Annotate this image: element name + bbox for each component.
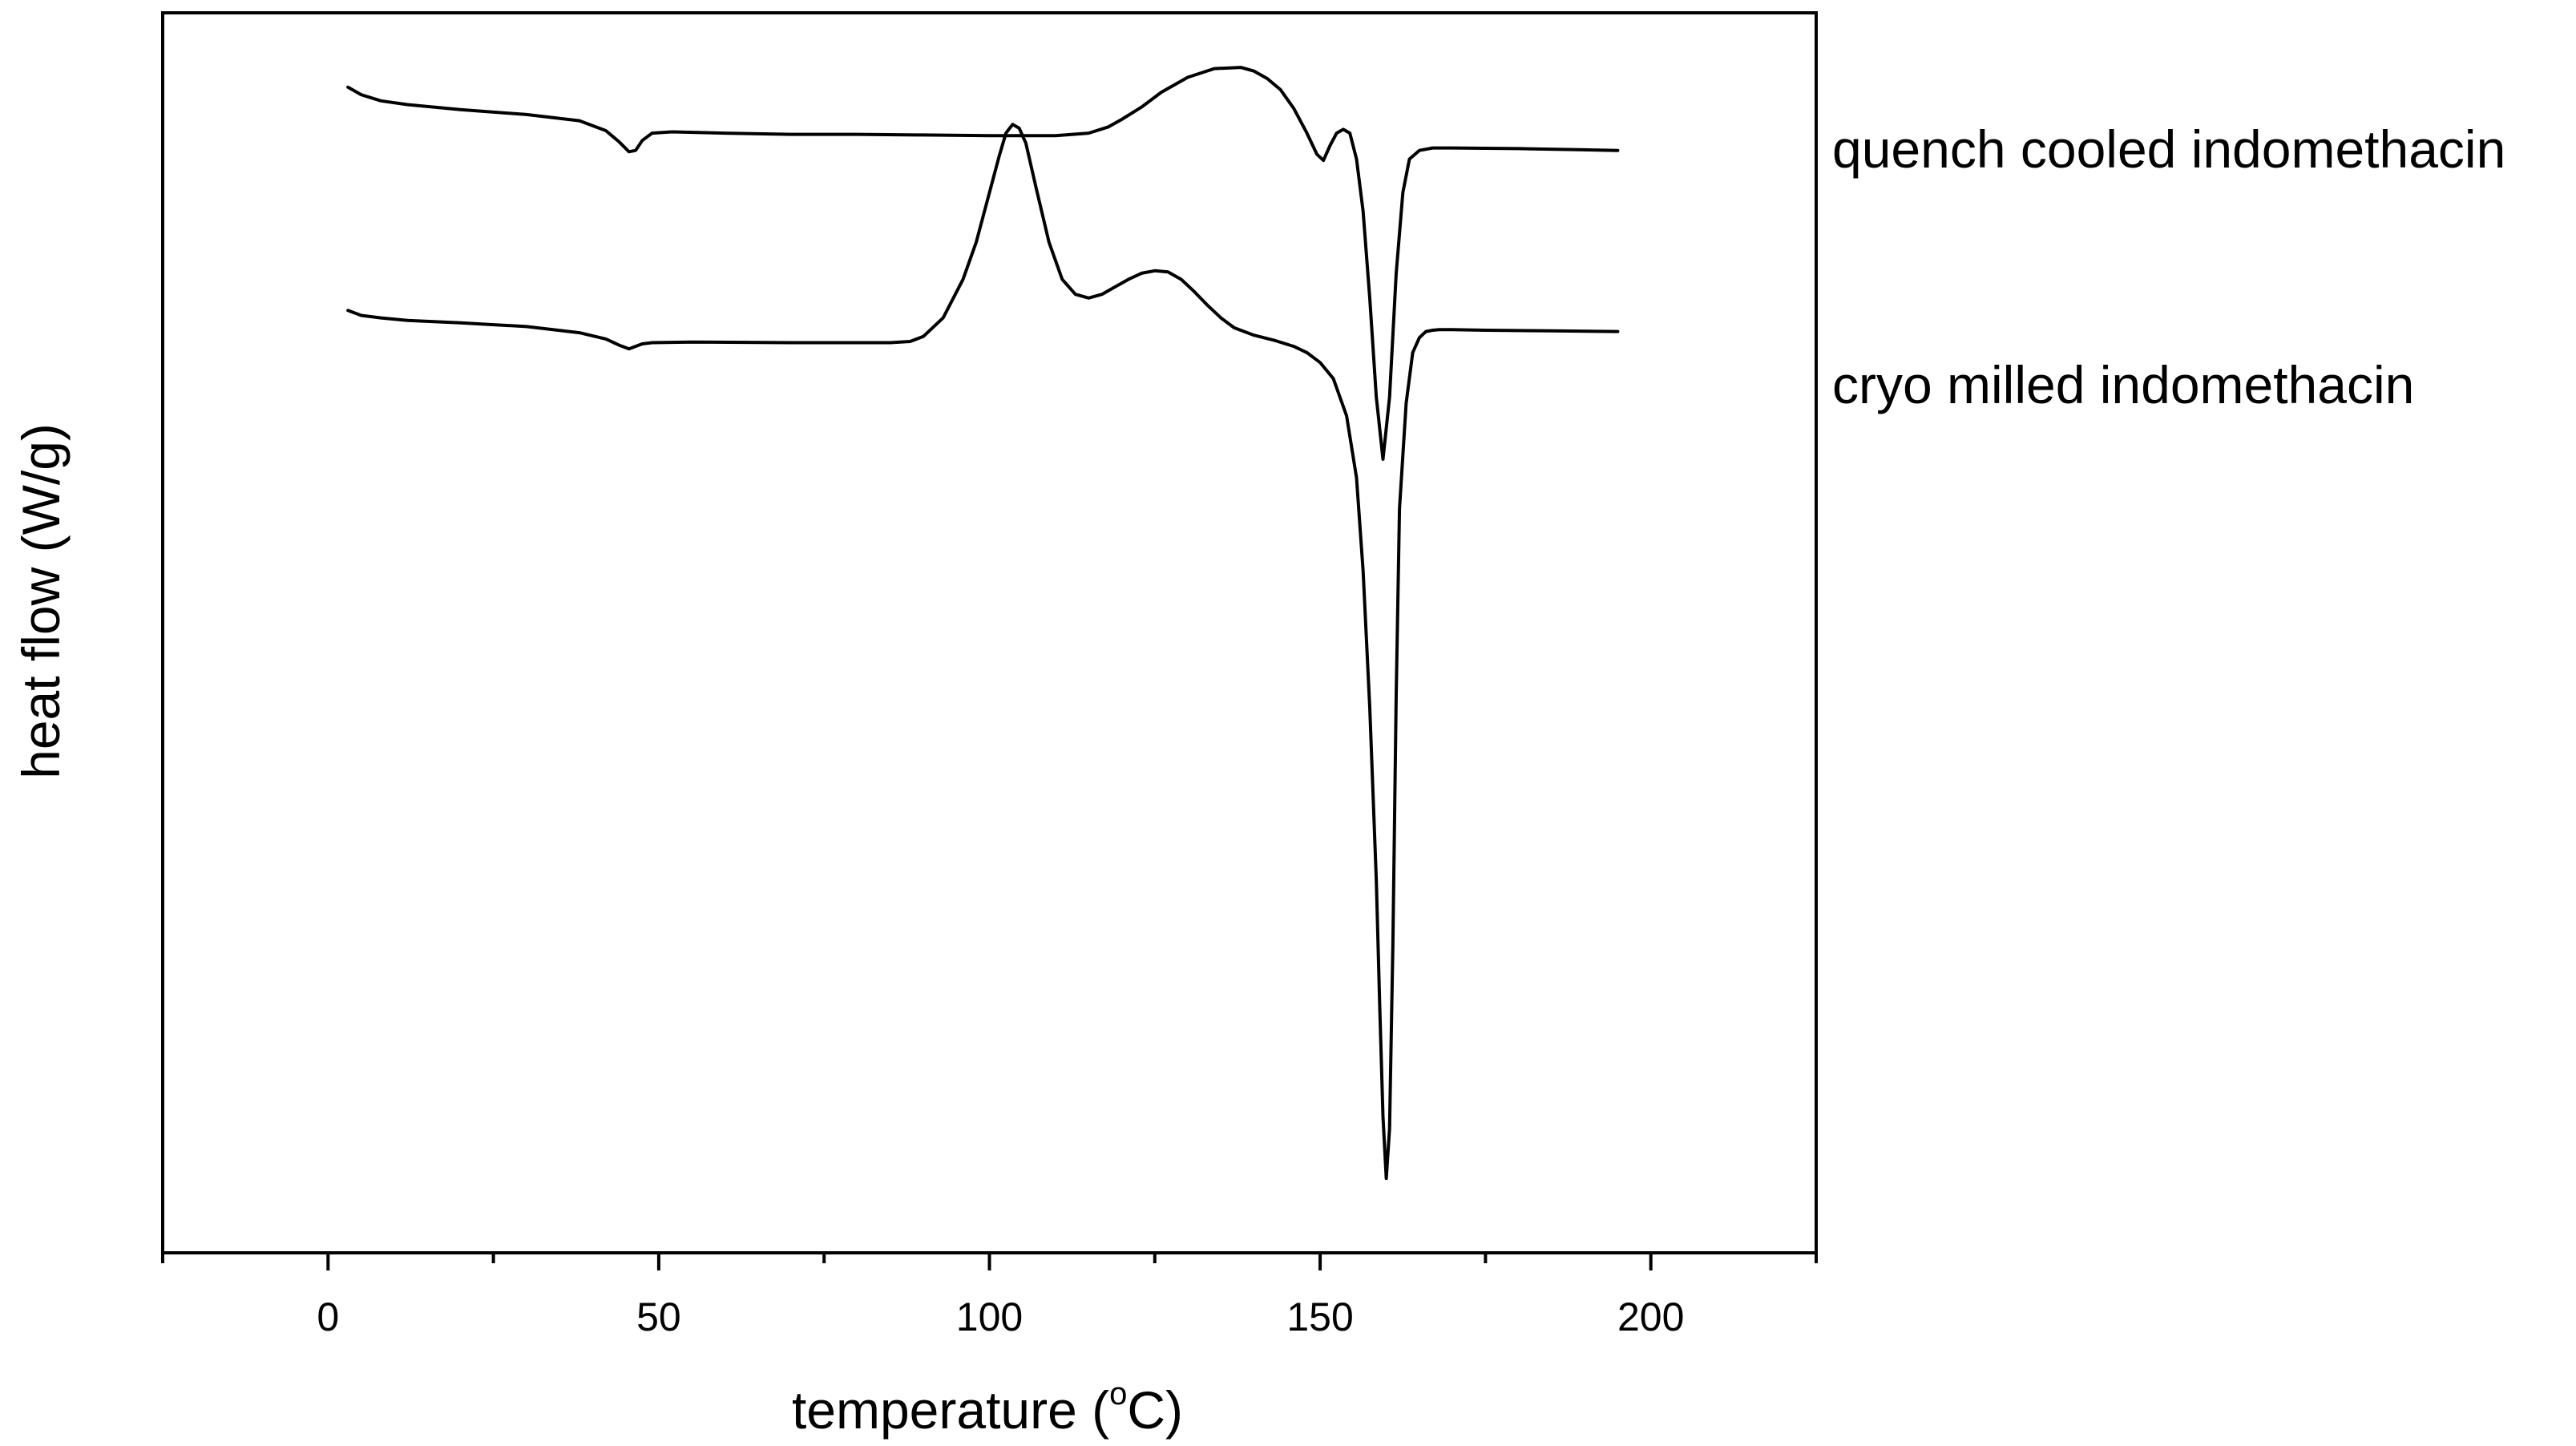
x-axis-label-unit: C) [1127, 1380, 1183, 1440]
x-tick-label-200: 200 [1617, 1295, 1684, 1339]
x-axis-ticks [161, 1253, 1818, 1270]
x-tick-label-50: 50 [636, 1295, 681, 1339]
x-tick-label-150: 150 [1286, 1295, 1353, 1339]
x-axis-tick-labels: 0 50 100 150 200 [317, 1295, 1684, 1339]
x-axis-label: temperature (oC) [792, 1376, 1183, 1440]
series-line-0 [346, 66, 1620, 461]
plot-series [346, 66, 1620, 1181]
series-line-1 [346, 123, 1620, 1181]
x-axis-label-degree: o [1109, 1376, 1127, 1412]
x-tick-label-100: 100 [956, 1295, 1023, 1339]
plot-frame [161, 11, 1818, 1254]
x-axis-label-text: temperature ( [792, 1380, 1109, 1440]
y-axis-label: heat flow (W/g) [11, 423, 71, 779]
series-label-quench-cooled: quench cooled indomethacin [1832, 119, 2505, 179]
series-label-cryo-milled: cryo milled indomethacin [1832, 355, 2414, 414]
x-tick-label-0: 0 [317, 1295, 339, 1339]
